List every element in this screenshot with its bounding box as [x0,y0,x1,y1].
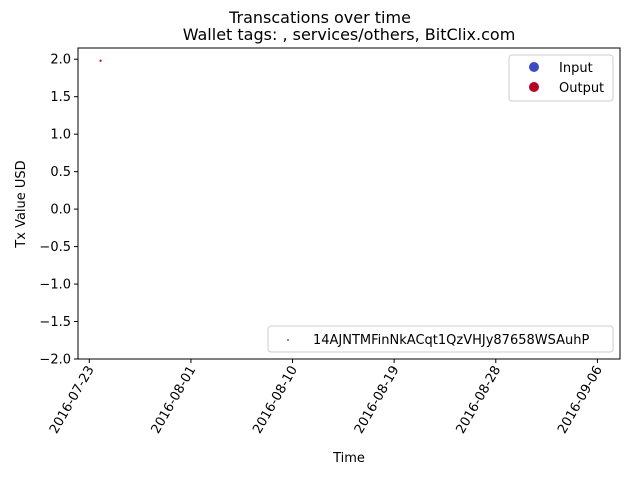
legend-address: 14AJNTMFinNkACqt1QzVHJy87658WSAuhP [267,325,614,353]
y-tick-label: −0.5 [39,240,71,255]
data-points [99,59,102,62]
legend-output-label: Output [559,81,604,96]
y-axis-label: Tx Value USD [14,160,29,248]
x-tick-label: 2016-09-06 [555,364,606,437]
legend-address-label: 14AJNTMFinNkACqt1QzVHJy87658WSAuhP [313,333,589,348]
legend-output-marker [529,82,539,92]
legend-input-label: Input [559,61,593,76]
y-tick-label: −1.5 [39,315,71,330]
legend-input-marker [529,62,539,72]
x-tick-label: 2016-08-10 [250,364,301,437]
y-tick-label: −1.0 [39,278,71,293]
y-tick-label: 2.0 [50,53,71,68]
x-tick-label: 2016-07-23 [47,364,98,437]
legend-box [267,325,614,353]
y-tick-label: 1.5 [50,90,71,105]
plot-area: −2.0 −1.5 −1.0 −0.5 0.0 0.5 1.0 1.5 2.0 2016-07-… [39,47,621,436]
plot-frame [77,47,621,360]
x-tick-label: 2016-08-28 [453,364,504,437]
legend-markers: Input Output [508,54,614,102]
data-point [99,59,102,62]
x-tick-label: 2016-08-01 [149,364,200,437]
x-axis-label: Time [332,451,365,466]
y-tick-label: 1.0 [50,128,71,143]
y-axis: −2.0 −1.5 −1.0 −0.5 0.0 0.5 1.0 1.5 2.0 [39,53,78,368]
y-tick-label: −2.0 [39,353,71,368]
x-axis: 2016-07-23 2016-08-01 2016-08-10 2016-08-19… [47,359,606,436]
y-tick-label: 0.0 [50,203,71,218]
legend-address-marker [287,339,289,341]
chart-subtitle: Wallet tags: , services/others, BitClix.… [183,25,516,44]
chart-title: Transcations over time [228,8,411,27]
y-tick-label: 0.5 [50,165,71,180]
x-tick-label: 2016-08-19 [352,364,403,437]
